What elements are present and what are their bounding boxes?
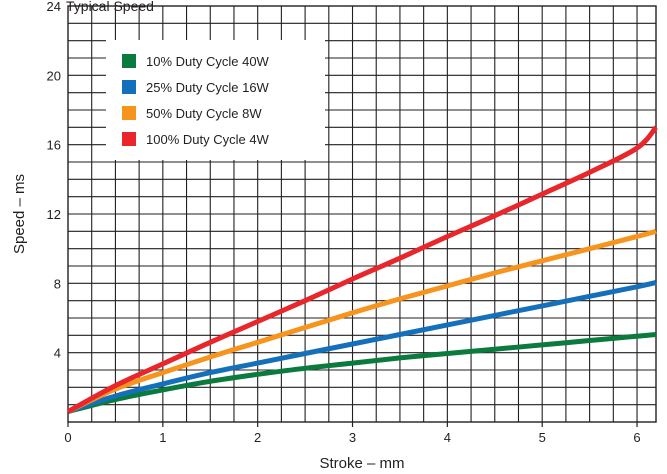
x-tick-label: 1 (159, 430, 166, 445)
y-axis-title: Speed – ms (11, 174, 28, 254)
legend-swatch (122, 106, 136, 120)
x-axis-title: Stroke – mm (319, 455, 404, 472)
series-line-10-duty-cycle-40w (67, 332, 657, 415)
chart-page-title: Typical Speed (66, 0, 154, 14)
x-tick-label: 3 (349, 430, 356, 445)
series-line-25-duty-cycle-16w (67, 280, 657, 414)
y-tick-label: 12 (47, 207, 61, 222)
x-tick-label: 4 (444, 430, 451, 445)
y-tick-label: 24 (47, 0, 61, 14)
y-tick-label: 20 (47, 68, 61, 83)
x-tick-label: 5 (539, 430, 546, 445)
x-tick-label: 6 (633, 430, 640, 445)
series-layer (66, 125, 658, 415)
legend-swatch (122, 132, 136, 146)
y-tick-label: 16 (47, 138, 61, 153)
y-tick-label: 4 (54, 346, 61, 361)
plot-border (67, 5, 657, 423)
legend-swatch (122, 80, 136, 94)
legend-label: 100% Duty Cycle 4W (146, 132, 270, 147)
plot-frame (67, 5, 657, 427)
legend-label: 10% Duty Cycle 40W (146, 54, 270, 69)
legend: 10% Duty Cycle 40W 25% Duty Cycle 16W 50% … (106, 40, 325, 160)
series-line-50-duty-cycle-8w (66, 228, 657, 414)
y-tick-label: 8 (54, 276, 61, 291)
legend-box (106, 40, 325, 160)
legend-swatch (122, 54, 136, 68)
legend-label: 50% Duty Cycle 8W (146, 106, 262, 121)
x-tick-label: 2 (254, 430, 261, 445)
legend-label: 25% Duty Cycle 16W (146, 80, 270, 95)
series-line-100-duty-cycle-4w (66, 125, 658, 414)
x-tick-label: 0 (64, 430, 71, 445)
